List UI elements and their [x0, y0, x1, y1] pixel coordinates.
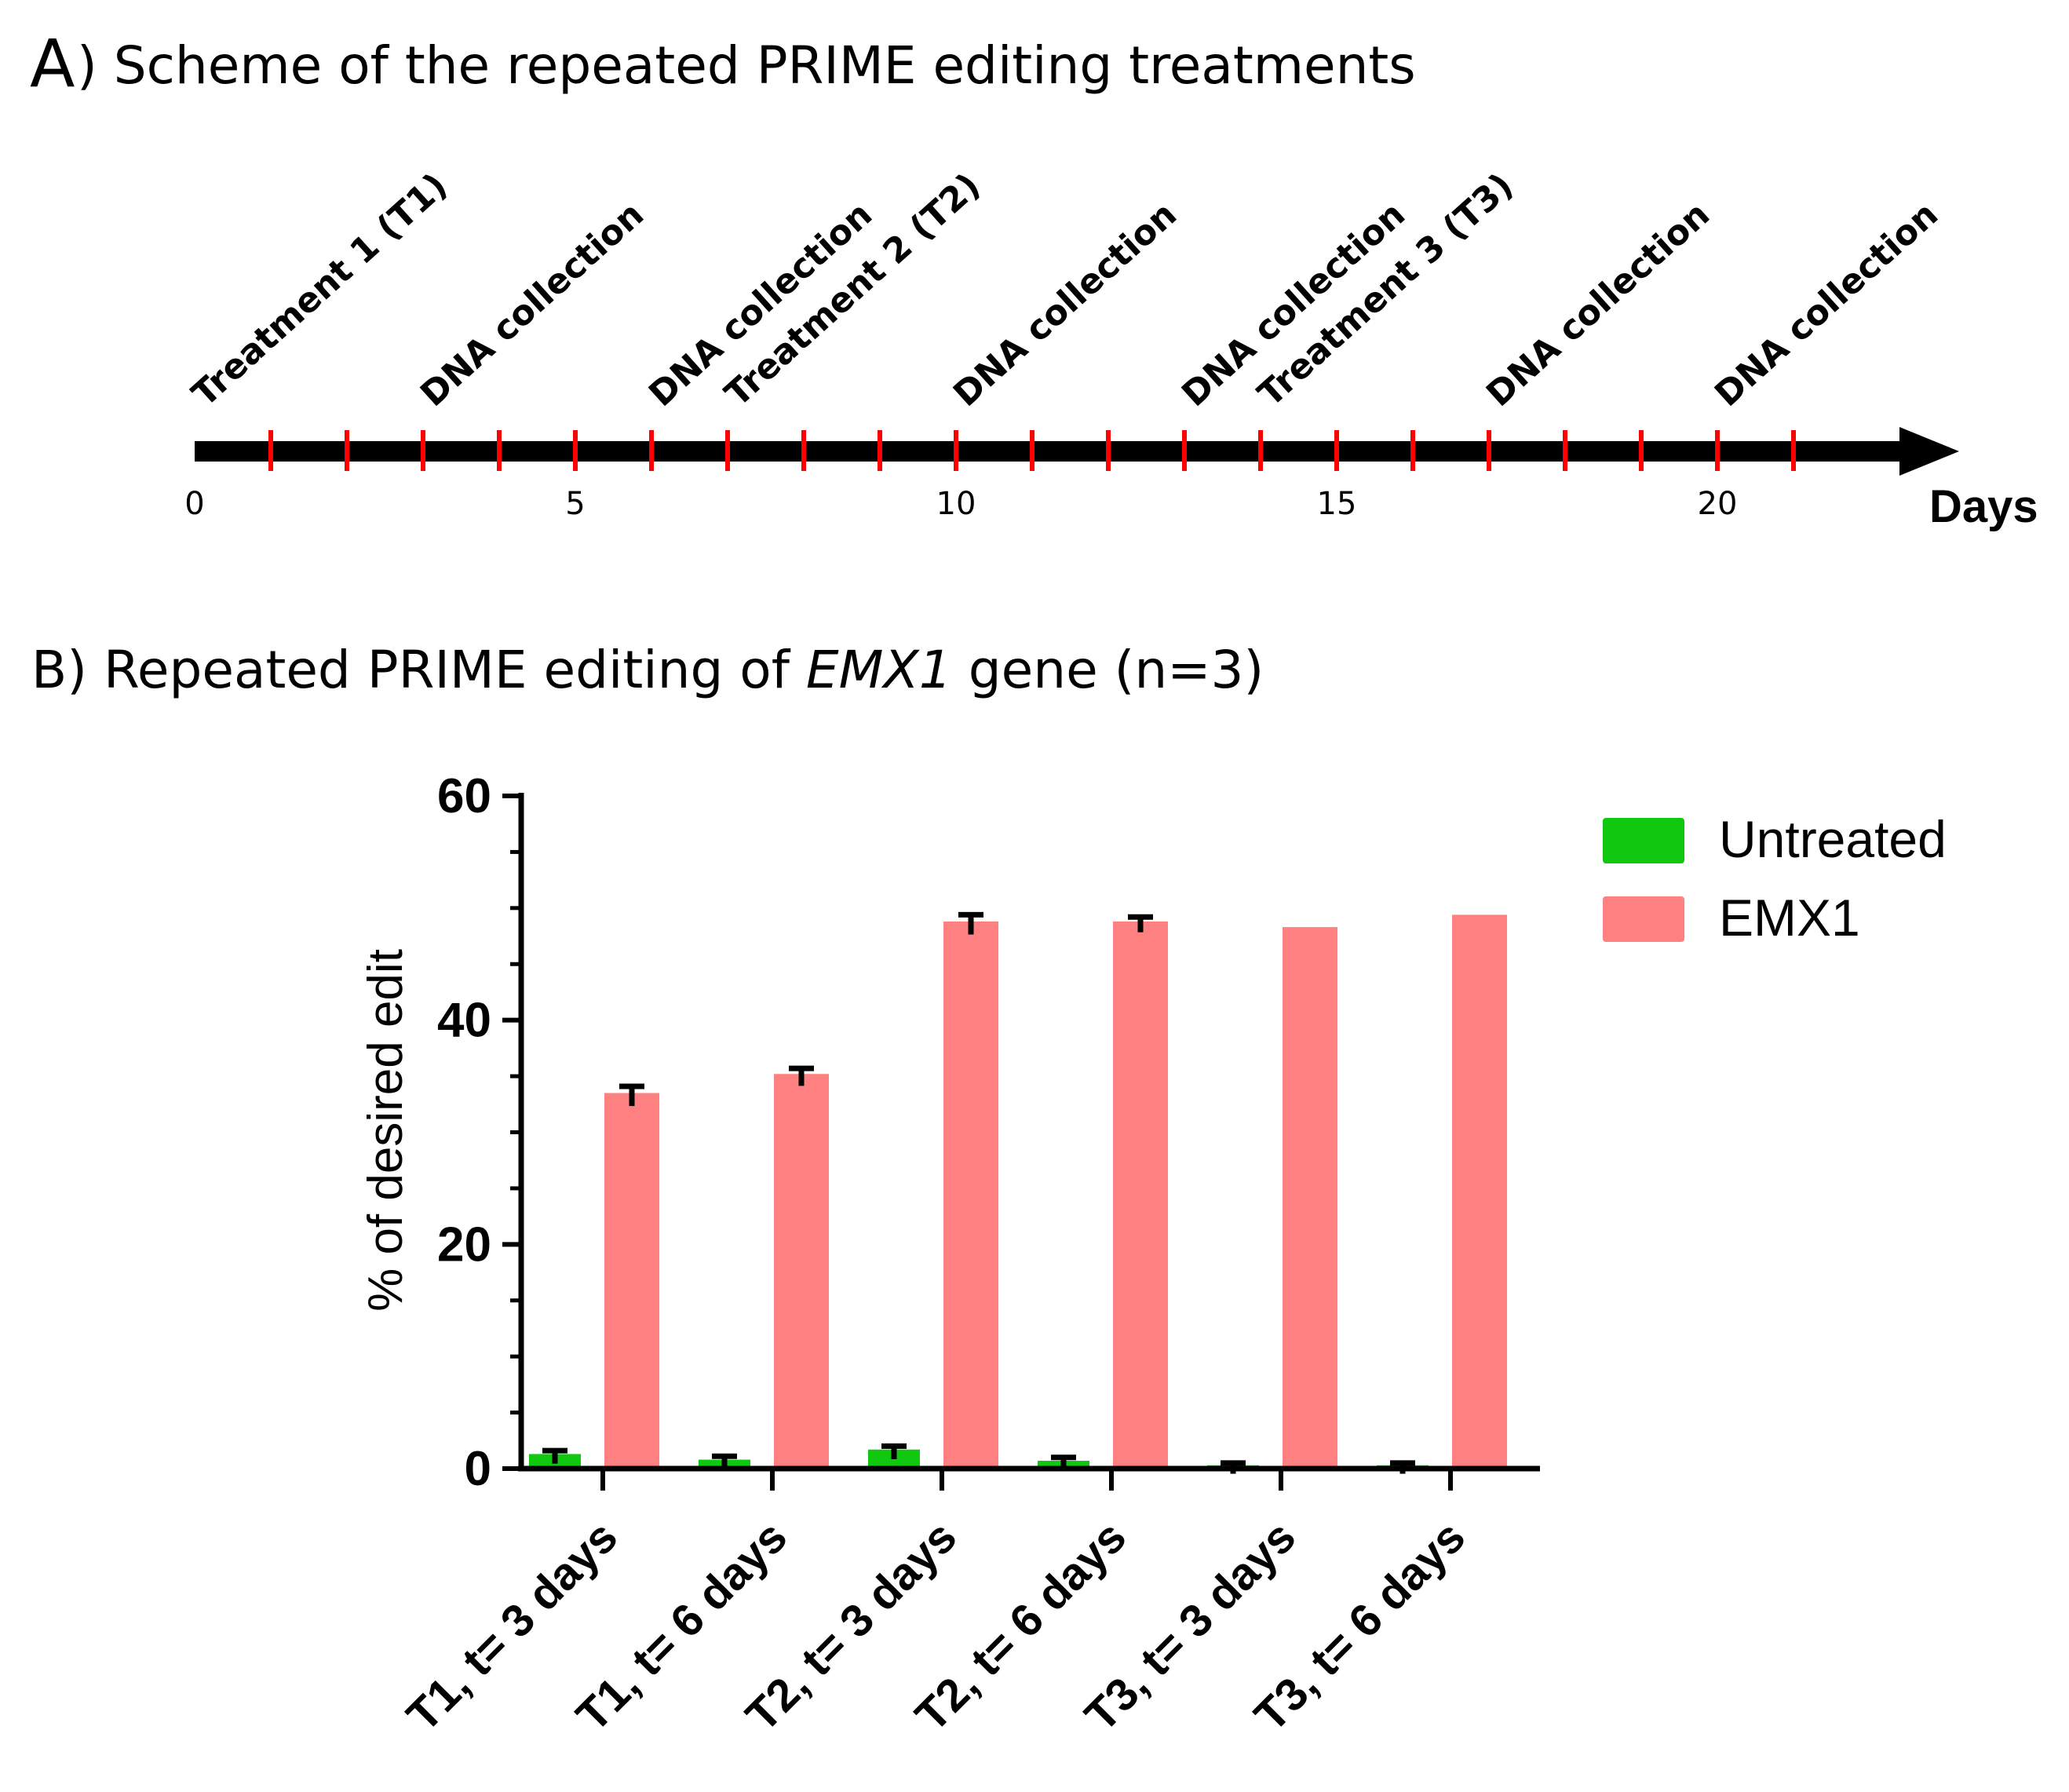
panel-b-title-suffix: gene (n=3) — [952, 640, 1264, 700]
panel-b-title: B) Repeated PRIME editing of EMX1 gene (… — [31, 640, 1264, 700]
bar-emx1 — [604, 1093, 659, 1469]
legend: Untreated EMX1 — [1603, 810, 1947, 947]
legend-swatch-emx1 — [1603, 896, 1684, 942]
bar-emx1 — [1452, 914, 1507, 1469]
legend-swatch-untreated — [1603, 818, 1684, 863]
timeline: 0 5 10 15 20 Treatment 1 (T1)DNA collectionD… — [184, 166, 2038, 532]
legend-label: Untreated — [1719, 810, 1947, 868]
y-tick-label: 40 — [437, 994, 491, 1048]
bar-emx1 — [1283, 927, 1337, 1469]
bar-emx1 — [943, 921, 998, 1469]
panel-a-title: ) Scheme of the repeated PRIME editing t… — [77, 35, 1416, 96]
bar-emx1 — [774, 1074, 829, 1469]
timeline-axis — [195, 441, 1906, 462]
timeline-tick-labels: 0 5 10 15 20 — [184, 486, 1737, 522]
timeline-event-label: DNA collection — [1479, 195, 1717, 415]
timeline-event-label: DNA collection — [946, 195, 1184, 415]
timeline-tick-label: 20 — [1698, 486, 1738, 522]
timeline-event-label: DNA collection — [413, 195, 651, 415]
panel-b-title-prefix: B) Repeated PRIME editing of — [31, 640, 806, 700]
legend-label: EMX1 — [1719, 889, 1860, 947]
timeline-event-label: DNA collection — [1707, 195, 1946, 415]
timeline-tick-label: 10 — [936, 486, 976, 522]
timeline-tick-label: 5 — [565, 486, 585, 522]
timeline-arrowhead — [1899, 427, 1959, 476]
y-tick-label: 0 — [465, 1442, 491, 1496]
bars — [529, 914, 1507, 1469]
timeline-event-label: Treatment 1 (T1) — [184, 166, 454, 414]
panel-a-letter: A — [30, 25, 75, 102]
y-tick-label: 60 — [437, 769, 491, 823]
y-ticks: 0 20 40 60 — [437, 769, 521, 1496]
bar-emx1 — [1113, 921, 1168, 1469]
timeline-day-ticks — [268, 430, 1796, 471]
y-tick-label: 20 — [437, 1217, 491, 1272]
y-axis-label: % of desired edit — [359, 949, 413, 1312]
timeline-unit-label: Days — [1929, 481, 2038, 532]
panel-b-title-gene: EMX1 — [806, 640, 952, 700]
error-bars — [542, 911, 1415, 1474]
timeline-tick-label: 0 — [184, 486, 204, 522]
timeline-tick-label: 15 — [1317, 486, 1357, 522]
